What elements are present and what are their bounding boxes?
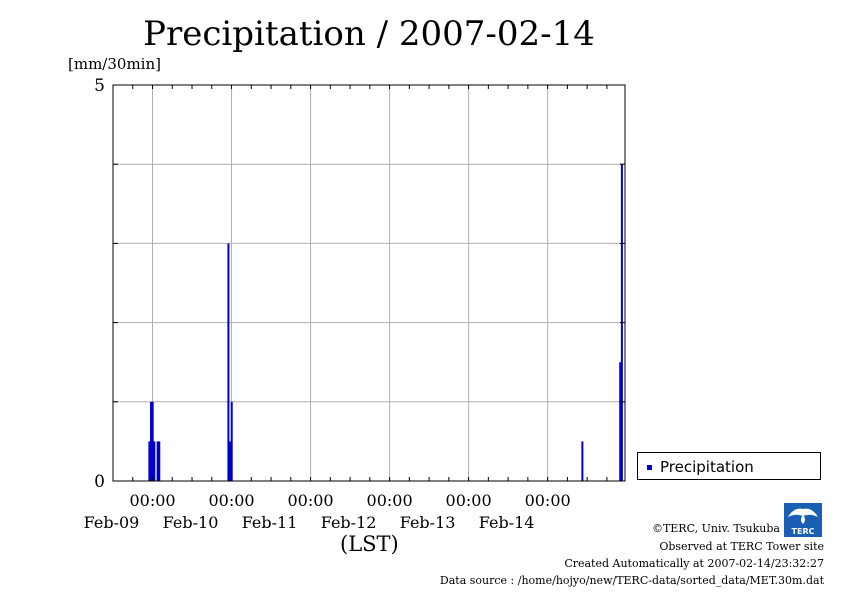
precip-bar [148, 441, 151, 481]
y-axis-unit: [mm/30min] [68, 55, 161, 73]
x-tick-time: 00:00 [288, 491, 334, 510]
grid-lines [113, 85, 625, 481]
legend-swatch [647, 465, 652, 470]
precip-bar [581, 441, 584, 481]
credit-created: Created Automatically at 2007-02-14/23:3… [564, 557, 824, 570]
precip-bar [150, 401, 153, 481]
legend: Precipitation [637, 452, 821, 480]
x-tick-date: Feb-11 [242, 513, 298, 532]
precip-bar [619, 362, 622, 481]
precip-bar [156, 441, 159, 481]
precip-bar [151, 401, 154, 481]
x-tick-time: 00:00 [129, 491, 175, 510]
credit-copyright: ©TERC, Univ. Tsukuba [651, 522, 780, 535]
precip-bar [158, 441, 161, 481]
precip-bar [230, 401, 233, 481]
y-tick-label: 0 [94, 472, 105, 492]
x-tick-time: 00:00 [208, 491, 254, 510]
precip-bar [227, 243, 230, 481]
y-tick-label: 5 [94, 76, 105, 96]
x-tick-date: Feb-12 [321, 513, 377, 532]
x-tick-time: 00:00 [446, 491, 492, 510]
terc-logo-icon: TERC [784, 503, 822, 537]
x-axis-label: (LST) [340, 532, 399, 556]
x-tick-date: Feb-13 [400, 513, 456, 532]
x-tick-date: Feb-10 [163, 513, 219, 532]
credit-source: Data source : /home/hojyo/new/TERC-data/… [439, 574, 824, 587]
chart-title: Precipitation / 2007-02-14 [143, 14, 595, 54]
credit-site: Observed at TERC Tower site [659, 540, 824, 553]
plot-frame [112, 84, 626, 482]
svg-text:TERC: TERC [792, 527, 815, 536]
x-tick-time: 00:00 [525, 491, 571, 510]
axis-ticks [112, 85, 625, 482]
x-tick-date: Feb-09 [84, 513, 140, 532]
precip-bar [229, 441, 232, 481]
x-tick-time: 00:00 [367, 491, 413, 510]
legend-label: Precipitation [660, 458, 754, 476]
x-tick-date: Feb-14 [479, 513, 535, 532]
precip-bar [153, 441, 156, 481]
